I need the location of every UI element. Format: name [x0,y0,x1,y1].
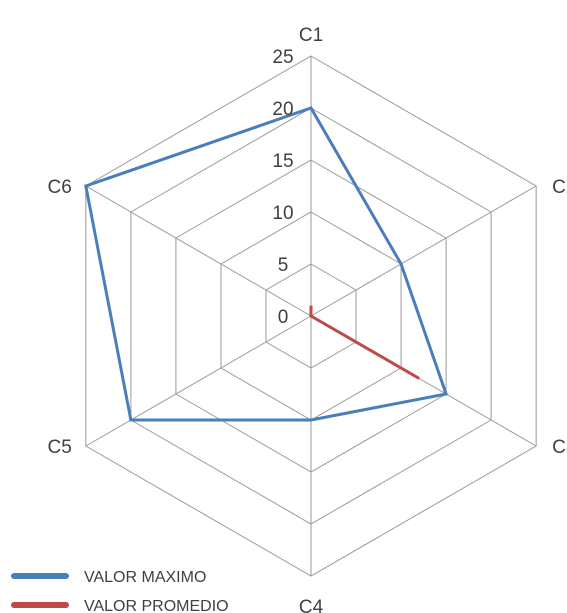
category-label-c6: C6 [48,177,72,198]
category-label-c5: C5 [48,437,72,458]
category-label-c1: C1 [299,25,323,46]
spoke-c6 [85,185,312,317]
legend-label-2: VALOR PROMEDIO [84,598,229,613]
legend-label-1: VALOR MAXIMO [84,569,206,586]
spoke-c2 [310,185,537,317]
tick-label-25: 25 [272,47,293,68]
category-label-c2: C2 [552,177,567,198]
legend: VALOR MAXIMO VALOR PROMEDIO [11,569,229,613]
series-line-2 [309,305,420,380]
tick-label-0: 0 [278,307,289,328]
radar-spokes [85,56,537,576]
spoke-c5 [85,315,312,447]
series-line-1 [84,106,449,422]
radial-tick-labels: 0 5 10 15 20 25 [272,47,293,328]
tick-label-5: 5 [278,255,289,276]
tick-label-10: 10 [272,203,293,224]
category-label-c4: C4 [299,597,324,613]
tick-label-20: 20 [272,99,293,120]
tick-label-15: 15 [272,151,293,172]
radar-series [84,106,449,422]
category-label-c3: C3 [552,437,567,458]
category-labels: C1 C2 C3 C4 C5 C6 [48,25,567,613]
